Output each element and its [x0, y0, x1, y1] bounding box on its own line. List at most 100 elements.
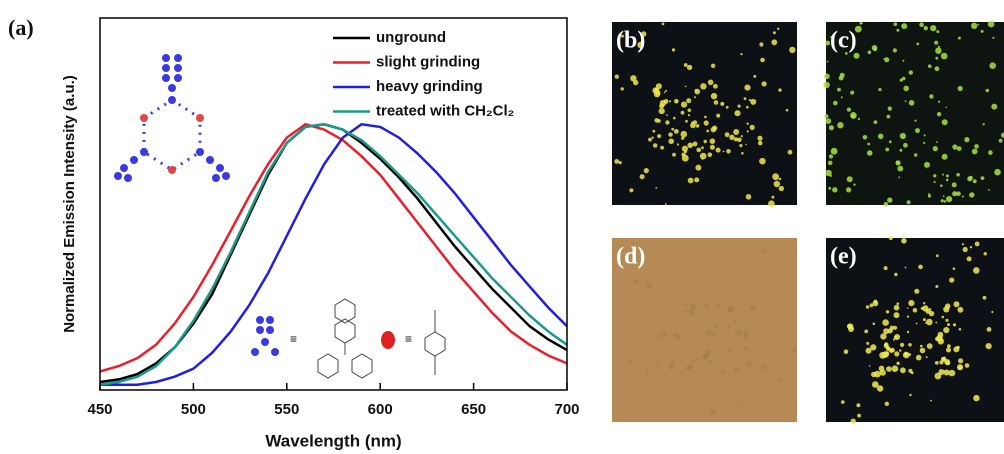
photo-speck — [681, 154, 689, 162]
photo-speck — [941, 119, 948, 126]
photo-speck — [914, 153, 918, 157]
photo-speck — [768, 200, 775, 207]
photo-speck — [971, 148, 978, 155]
photo-speck — [998, 138, 1003, 143]
photo-speck — [865, 305, 870, 309]
photo-speck — [733, 137, 739, 142]
photo-speck — [716, 113, 721, 118]
photo-speck — [846, 176, 853, 183]
photo-speck — [749, 124, 755, 130]
photo-speck — [740, 53, 743, 56]
x-tick-label: 600 — [368, 401, 393, 418]
panel-label: (a) — [8, 15, 34, 40]
photo-speck — [637, 41, 644, 49]
photo-speck — [898, 176, 901, 179]
photo-speck — [964, 137, 970, 143]
photo-speck — [701, 146, 704, 150]
photo-speck — [772, 31, 776, 35]
photo-speck — [685, 365, 691, 371]
photo-speck — [927, 194, 932, 198]
photo-speck — [850, 114, 856, 119]
photo-speck — [988, 150, 993, 155]
photo-speck — [841, 400, 845, 404]
photo-speck — [946, 196, 953, 203]
photo-speck — [974, 241, 980, 247]
photo-speck — [655, 186, 658, 189]
photo-speck — [661, 22, 665, 26]
photo-speck — [894, 334, 901, 340]
photo-speck — [919, 22, 924, 28]
photo-speck — [920, 307, 924, 310]
photo-speck — [899, 148, 903, 152]
photo-speck — [923, 141, 926, 144]
photo-speck — [901, 76, 906, 81]
photo-speck — [893, 325, 898, 330]
photo-speck — [935, 336, 940, 342]
photo-speck — [660, 145, 664, 150]
photo-speck — [939, 360, 944, 365]
photo-speck — [666, 114, 668, 116]
photo-speck — [837, 122, 844, 129]
photo-speck — [867, 142, 871, 146]
photo-label: (c) — [830, 28, 857, 54]
photo-speck — [930, 399, 932, 402]
photo-speck — [618, 161, 622, 165]
photo-speck — [743, 333, 749, 339]
photo: (b) — [612, 22, 797, 207]
photo-speck — [684, 309, 688, 314]
photo-speck — [694, 177, 700, 183]
photo-speck — [632, 278, 639, 285]
photo-speck — [947, 323, 950, 327]
photo-speck — [882, 319, 889, 326]
photo-speck — [901, 23, 908, 30]
photo-speck — [856, 403, 861, 408]
photo-speck — [827, 160, 833, 166]
photo-speck — [908, 100, 915, 106]
photo-speck — [658, 108, 665, 115]
photo-speck — [892, 338, 896, 341]
photo-speck — [709, 144, 715, 150]
photo-speck — [897, 165, 904, 172]
photo-speck — [869, 303, 874, 308]
photo-speck — [646, 282, 653, 289]
photo-speck — [941, 153, 948, 160]
photo-speck — [925, 308, 931, 314]
photo-speck — [761, 248, 767, 254]
photo-speck — [919, 347, 926, 354]
photo-speck — [652, 143, 658, 148]
photo-speck — [956, 191, 961, 196]
photo-speck — [903, 85, 909, 92]
photo-speck — [737, 401, 741, 405]
photo-speck — [668, 138, 674, 145]
photo-speck — [676, 99, 679, 102]
photo-speck — [862, 135, 868, 140]
photo-speck — [969, 246, 973, 249]
photo-speck — [785, 108, 789, 112]
photo-speck — [912, 308, 918, 313]
photo-speck — [690, 359, 695, 364]
photo-background — [612, 238, 797, 422]
photo-speck — [885, 310, 890, 314]
photo-speck — [656, 350, 659, 353]
photo-speck — [952, 323, 957, 327]
photo-speck — [945, 303, 951, 309]
photo-speck — [687, 177, 694, 184]
photo-speck — [704, 304, 709, 308]
photo-speck — [1001, 132, 1004, 138]
photo-speck — [871, 371, 877, 378]
photo-speck — [894, 351, 900, 357]
photo-speck — [826, 60, 829, 63]
photo-speck — [904, 100, 907, 102]
photo-speck — [633, 79, 639, 86]
photo-speck — [825, 169, 832, 177]
photo-speck — [873, 47, 877, 52]
photo-speck — [737, 137, 742, 143]
photo-speck — [854, 25, 862, 33]
photo-speck — [743, 97, 747, 101]
photo-speck — [934, 361, 939, 365]
photo-speck — [741, 152, 744, 155]
photo-speck — [759, 157, 766, 165]
photo-speck — [973, 394, 980, 402]
photo-speck — [934, 40, 939, 45]
photo-speck — [745, 360, 752, 367]
